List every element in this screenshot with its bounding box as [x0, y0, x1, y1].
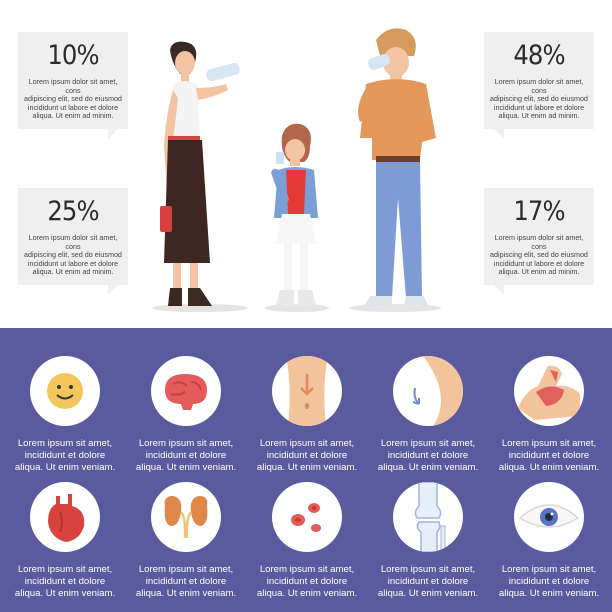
- benefit-item-joints: Lorem ipsum sit amet, incididunt et dolor…: [373, 482, 483, 600]
- family-drinking-water-illustration: [152, 28, 441, 312]
- stat-text: Lorem ipsum dolor sit amet, cons adipisci…: [490, 233, 588, 277]
- benefit-item-skin: Lorem ipsum sit amet, incididunt et dolor…: [373, 356, 483, 474]
- stat-bubble-men-2: 17% Lorem ipsum dolor sit amet, cons adip…: [484, 188, 594, 295]
- woman-figure: [160, 41, 240, 306]
- benefit-item-brain: Lorem ipsum sit amet, incididunt et dolor…: [131, 356, 241, 474]
- benefit-caption: Lorem ipsum sit amet, incididunt et dolor…: [377, 564, 479, 599]
- benefit-caption: Lorem ipsum sit amet, incididunt et dolor…: [377, 438, 479, 473]
- stat-value: 17%: [513, 196, 565, 227]
- stomach-icon: [272, 356, 342, 426]
- stat-text: Lorem ipsum dolor sit amet, cons adipisci…: [490, 77, 588, 121]
- kidneys-icon: [151, 482, 221, 552]
- skin-icon: [393, 356, 463, 426]
- benefit-item-mood: Lorem ipsum sit amet, incididunt et dolor…: [10, 356, 120, 474]
- girl-figure: [271, 123, 318, 306]
- knee-joint-icon: [393, 482, 463, 552]
- benefit-caption: Lorem ipsum sit amet, incididunt et dolor…: [14, 564, 116, 599]
- stat-bubble-men: 48% Lorem ipsum dolor sit amet, cons adip…: [484, 32, 594, 139]
- benefit-caption: Lorem ipsum sit amet, incididunt et dolor…: [135, 438, 237, 473]
- stat-text: Lorem ipsum dolor sit amet, cons adipisci…: [24, 77, 122, 121]
- stat-value: 25%: [47, 196, 99, 227]
- benefit-item-kidneys: Lorem ipsum sit amet, incididunt et dolor…: [131, 482, 241, 600]
- benefit-caption: Lorem ipsum sit amet, incididunt et dolor…: [135, 564, 237, 599]
- brain-icon: [151, 356, 221, 426]
- benefit-caption: Lorem ipsum sit amet, incididunt et dolor…: [256, 564, 358, 599]
- organ-benefits-panel: Lorem ipsum sit amet, incididunt et dolor…: [0, 328, 612, 612]
- benefit-item-vision: Lorem ipsum sit amet, incididunt et dolor…: [494, 482, 604, 600]
- stat-value: 48%: [513, 40, 565, 71]
- benefit-item-heart: Lorem ipsum sit amet, incididunt et dolor…: [10, 482, 120, 600]
- stat-value: 10%: [47, 40, 99, 71]
- stat-text: Lorem ipsum dolor sit amet, cons adipisci…: [24, 233, 122, 277]
- benefit-caption: Lorem ipsum sit amet, incididunt et dolor…: [14, 438, 116, 473]
- eye-icon: [514, 482, 584, 552]
- benefit-item-blood: Lorem ipsum sit amet, incididunt et dolor…: [252, 482, 362, 600]
- top-section: 10% Lorem ipsum dolor sit amet, cons adip…: [18, 28, 594, 312]
- smiley-face-icon: [30, 356, 100, 426]
- muscle-arm-icon: [514, 356, 584, 426]
- stat-bubble-women-2: 25% Lorem ipsum dolor sit amet, cons adip…: [18, 188, 128, 295]
- benefit-caption: Lorem ipsum sit amet, incididunt et dolor…: [498, 438, 600, 473]
- heart-icon: [30, 482, 100, 552]
- benefit-caption: Lorem ipsum sit amet, incididunt et dolor…: [256, 438, 358, 473]
- blood-cells-icon: [272, 482, 342, 552]
- stat-bubble-women: 10% Lorem ipsum dolor sit amet, cons adip…: [18, 32, 128, 139]
- benefit-item-muscles: Lorem ipsum sit amet, incididunt et dolor…: [494, 356, 604, 474]
- benefit-item-digestion: Lorem ipsum sit amet, incididunt et dolor…: [252, 356, 362, 474]
- benefit-caption: Lorem ipsum sit amet, incididunt et dolor…: [498, 564, 600, 599]
- man-figure: [358, 28, 436, 306]
